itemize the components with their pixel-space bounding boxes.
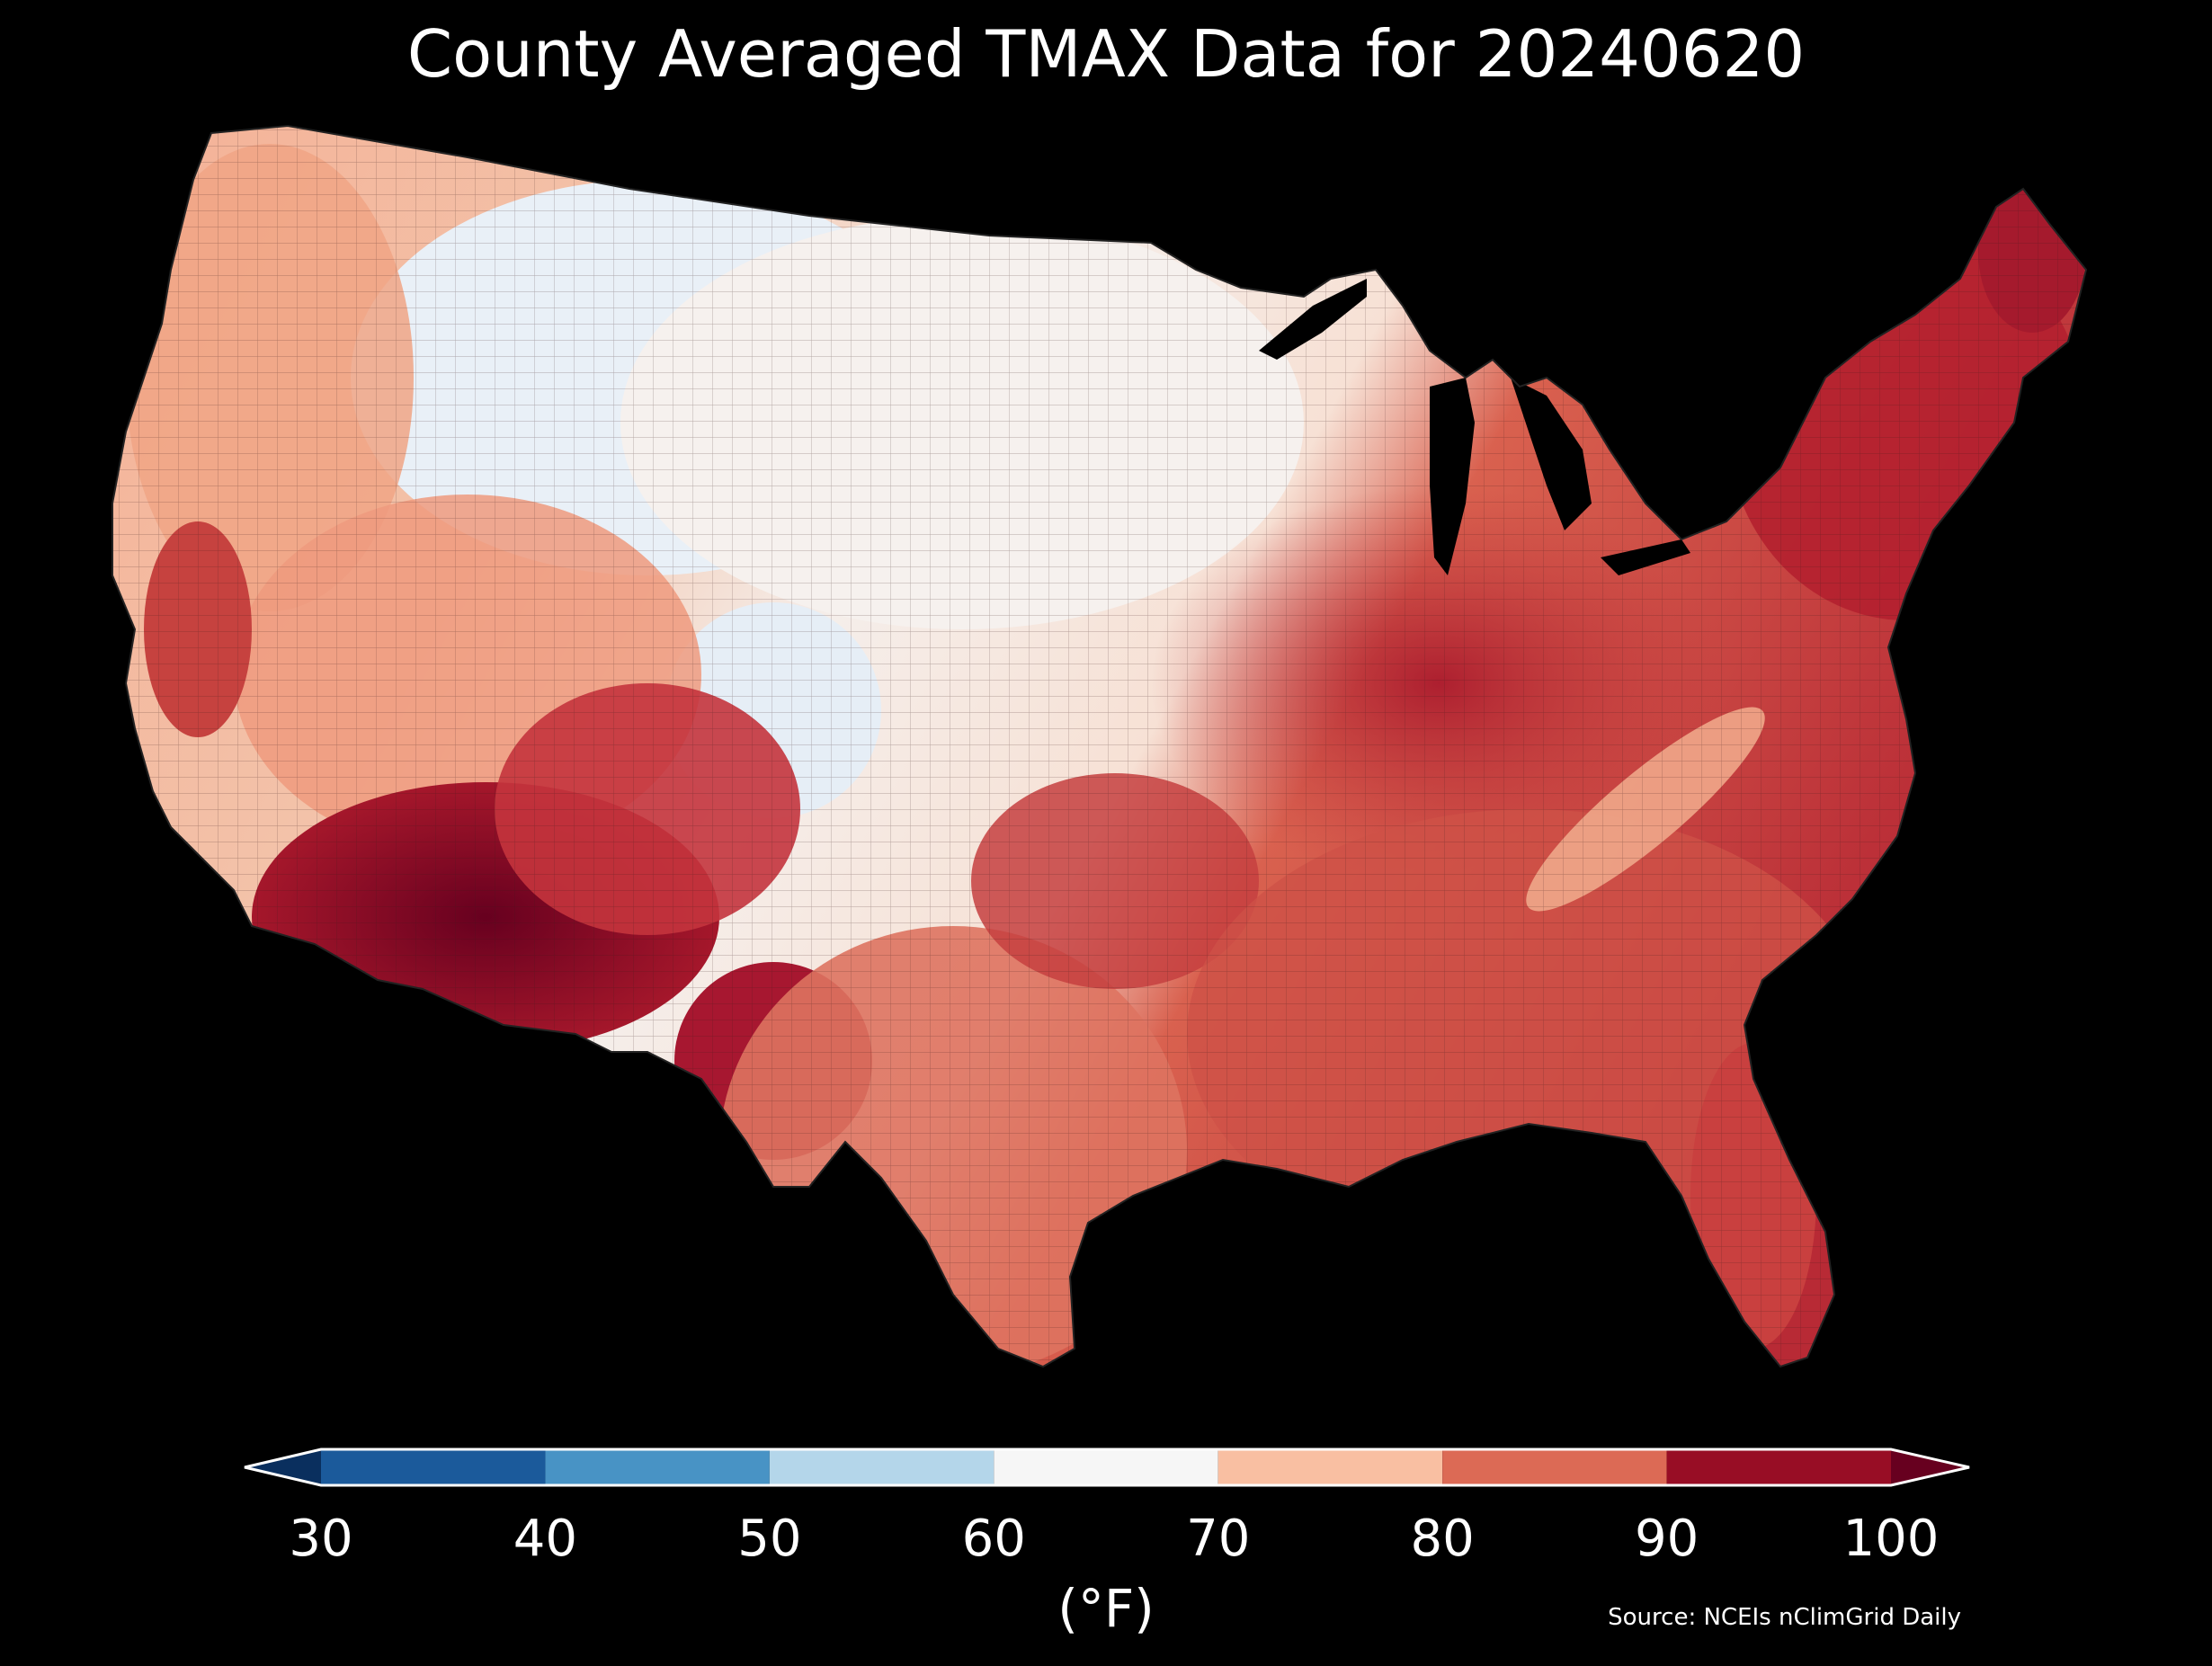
- colorbar-under-arrow: [245, 1449, 321, 1485]
- lake-erie: [1601, 539, 1690, 575]
- colorbar-tick-label: 70: [1186, 1510, 1250, 1568]
- colorbar-tick-label: 40: [513, 1510, 577, 1568]
- lake-superior: [1259, 279, 1367, 360]
- colorbar-bin-70-80: [1217, 1449, 1443, 1485]
- colorbar-tick-label: 30: [289, 1510, 352, 1568]
- colorbar-bins: [321, 1449, 1891, 1485]
- colorbar-tick-label: 50: [737, 1510, 801, 1568]
- colorbar-tick-label: 90: [1635, 1510, 1699, 1568]
- colorbar-ticks: 30 40 50 60 70 80 90 100: [289, 1510, 1939, 1568]
- colorbar-tick-label: 100: [1843, 1510, 1940, 1568]
- source-credit: Source: NCEIs nClimGrid Daily: [1608, 1604, 1961, 1631]
- map-title: County Averaged TMAX Data for 20240620: [406, 16, 1806, 92]
- colorbar-outline: [244, 1448, 1970, 1487]
- colorbar-bin-80-90: [1442, 1449, 1667, 1485]
- colorbar-bin-90-100: [1666, 1449, 1891, 1485]
- us-outline: [111, 124, 2088, 1368]
- colorbar-bin-60-70: [994, 1449, 1218, 1485]
- colorbar-units-label: (°F): [1057, 1578, 1155, 1639]
- colorbar-tick-label: 80: [1411, 1510, 1475, 1568]
- colorbar-bin-50-60: [769, 1449, 995, 1485]
- colorbar-bin-40-50: [545, 1449, 770, 1485]
- colorbar-tick-label: 60: [962, 1510, 1026, 1568]
- lake-michigan: [1430, 378, 1475, 575]
- colorbar-over-arrow: [1891, 1449, 1969, 1485]
- lake-huron: [1511, 378, 1592, 530]
- colorbar-bin-30-40: [321, 1449, 546, 1485]
